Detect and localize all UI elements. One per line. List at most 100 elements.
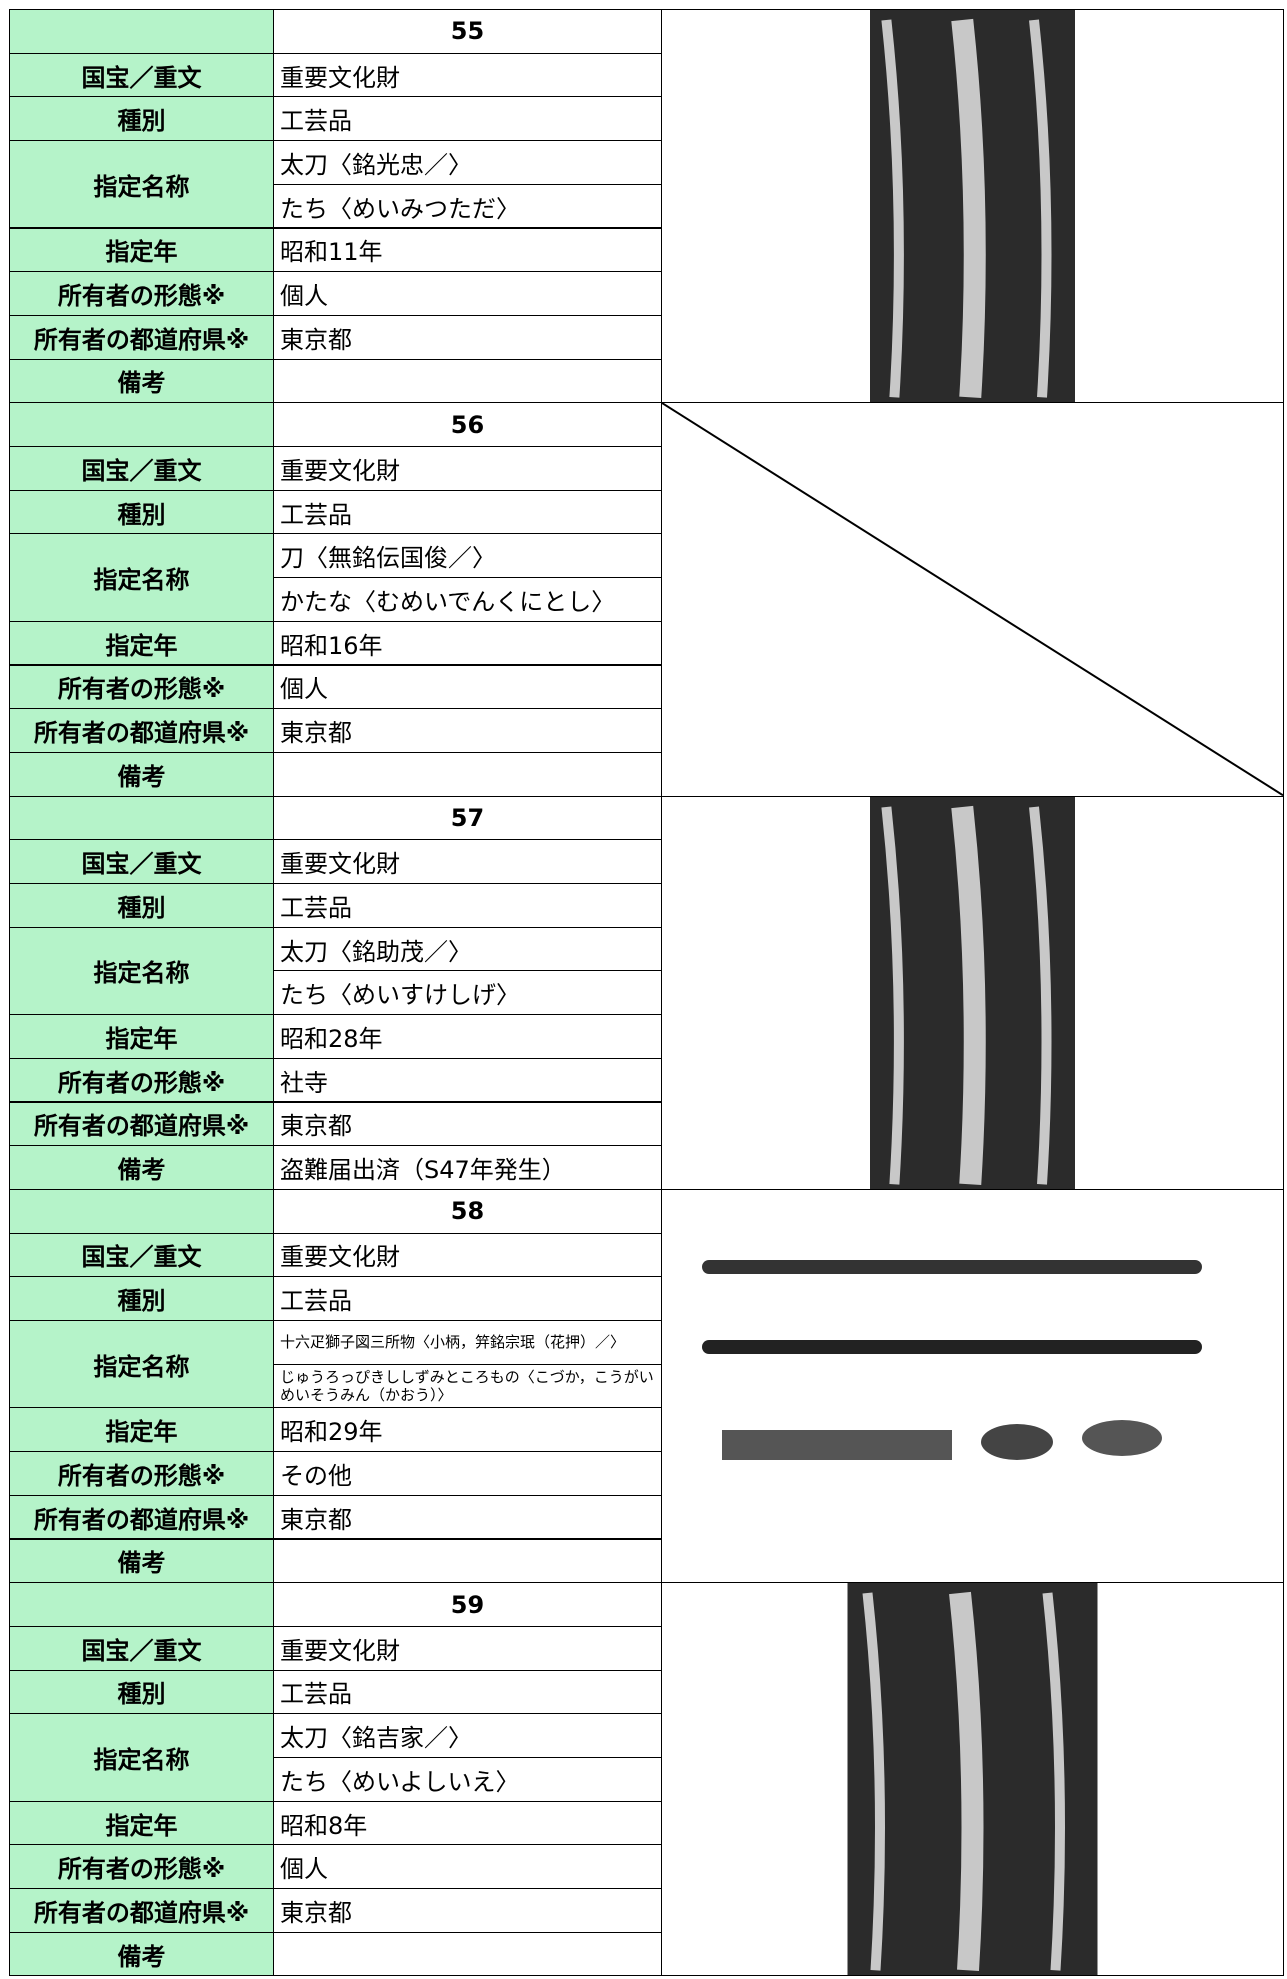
photo-drawing (870, 10, 1075, 403)
field-value (273, 1538, 662, 1584)
field-value: 重要文化財 (273, 1232, 662, 1278)
field-value: 盗難届出済（S47年発生） (273, 1145, 662, 1190)
photo-shape (1029, 806, 1052, 1185)
field-value: 東京都 (273, 708, 662, 753)
field-value: 重要文化財 (273, 52, 662, 98)
field-value (273, 1931, 662, 1977)
field-label: 種別 (9, 489, 274, 535)
field-value: 太刀〈銘助茂／〉 (273, 926, 662, 972)
field-value: 重要文化財 (273, 1625, 662, 1671)
photo-shape (862, 1592, 885, 1971)
photo-shape (1082, 1419, 1162, 1456)
photo-shape (661, 402, 1284, 797)
field-label: 備考 (9, 751, 274, 797)
photo-shape (702, 1259, 1202, 1274)
field-label: 国宝／重文 (9, 1232, 274, 1278)
field-label (9, 402, 274, 447)
field-value: 重要文化財 (273, 446, 662, 491)
field-label: 指定年 (9, 1407, 274, 1453)
photo (661, 1188, 1284, 1584)
photo (661, 402, 1284, 797)
photo-shape (702, 1339, 1202, 1354)
field-label: 種別 (9, 1669, 274, 1715)
field-value: 東京都 (273, 314, 662, 360)
field-label: 指定名称 (9, 533, 274, 622)
field-label: 指定年 (9, 620, 274, 666)
field-value: 東京都 (273, 1494, 662, 1540)
photo-drawing (870, 796, 1075, 1189)
field-value: 刀〈無銘伝国俊／〉 (273, 533, 662, 579)
field-value: 57 (273, 795, 662, 841)
field-label: 指定名称 (9, 1713, 274, 1802)
field-label: 国宝／重文 (9, 52, 274, 98)
field-label: 所有者の形態※ (9, 1844, 274, 1890)
photo-shape (722, 1429, 952, 1460)
field-label (9, 1582, 274, 1627)
photo (661, 9, 1284, 404)
field-label: 所有者の形態※ (9, 271, 274, 316)
field-value: 工芸品 (273, 1669, 662, 1715)
field-label: 所有者の都道府県※ (9, 314, 274, 360)
photo-drawing (661, 402, 1284, 797)
field-value: 工芸品 (273, 489, 662, 535)
field-value: じゅうろっぴきししずみところもの〈こづか，こうがいめいそうみん（かおう）〉 (273, 1363, 662, 1409)
field-label: 国宝／重文 (9, 1625, 274, 1671)
field-value: 東京都 (273, 1888, 662, 1933)
photo-shape (881, 806, 904, 1185)
field-value: 個人 (273, 271, 662, 316)
photo (661, 1582, 1284, 1977)
field-value: たち〈めいよしいえ〉 (273, 1757, 662, 1802)
field-label: 国宝／重文 (9, 446, 274, 491)
photo-shape (881, 19, 904, 398)
field-label: 指定年 (9, 227, 274, 273)
field-value: 昭和28年 (273, 1014, 662, 1059)
field-label: 種別 (9, 1276, 274, 1321)
field-value: かたな〈むめいでんくにとし〉 (273, 577, 662, 622)
field-value: 太刀〈銘吉家／〉 (273, 1713, 662, 1758)
field-label: 所有者の都道府県※ (9, 1494, 274, 1540)
field-label: 所有者の形態※ (9, 1057, 274, 1103)
photo-shape (951, 18, 986, 398)
field-value: 十六疋獅子図三所物〈小柄，笄銘宗珉（花押）／〉 (273, 1320, 662, 1365)
photo-shape (1042, 1592, 1065, 1971)
field-value: たち〈めいすけしげ〉 (273, 970, 662, 1016)
field-value: その他 (273, 1451, 662, 1496)
field-label: 指定年 (9, 1014, 274, 1059)
field-label: 備考 (9, 1538, 274, 1584)
field-label: 種別 (9, 96, 274, 142)
field-value: 太刀〈銘光忠／〉 (273, 140, 662, 185)
field-value: 56 (273, 402, 662, 447)
field-value (273, 751, 662, 797)
field-label (9, 795, 274, 841)
field-value: 個人 (273, 664, 662, 710)
field-value: 工芸品 (273, 883, 662, 928)
field-value: 55 (273, 9, 662, 54)
field-value: 重要文化財 (273, 839, 662, 884)
field-value: 昭和11年 (273, 227, 662, 273)
field-label: 所有者の都道府県※ (9, 708, 274, 753)
field-label: 国宝／重文 (9, 839, 274, 884)
field-label: 指定名称 (9, 140, 274, 229)
field-value: 工芸品 (273, 96, 662, 142)
photo-drawing (702, 1259, 1202, 1460)
photo-shape (951, 805, 986, 1185)
field-value: 東京都 (273, 1101, 662, 1147)
field-label: 所有者の形態※ (9, 664, 274, 710)
field-value: たち〈めいみつただ〉 (273, 183, 662, 229)
field-value (273, 358, 662, 404)
field-value: 社寺 (273, 1057, 662, 1103)
field-label: 備考 (9, 1145, 274, 1190)
field-label: 備考 (9, 1931, 274, 1977)
field-value: 58 (273, 1188, 662, 1234)
photo-shape (949, 1592, 984, 1972)
field-value: 昭和8年 (273, 1800, 662, 1846)
photo-drawing (847, 1583, 1098, 1976)
field-label: 種別 (9, 883, 274, 928)
field-label: 所有者の都道府県※ (9, 1101, 274, 1147)
photo-shape (1029, 19, 1052, 398)
field-label: 指定名称 (9, 926, 274, 1016)
field-label (9, 9, 274, 54)
field-value: 昭和16年 (273, 620, 662, 666)
photo-shape (981, 1423, 1053, 1460)
